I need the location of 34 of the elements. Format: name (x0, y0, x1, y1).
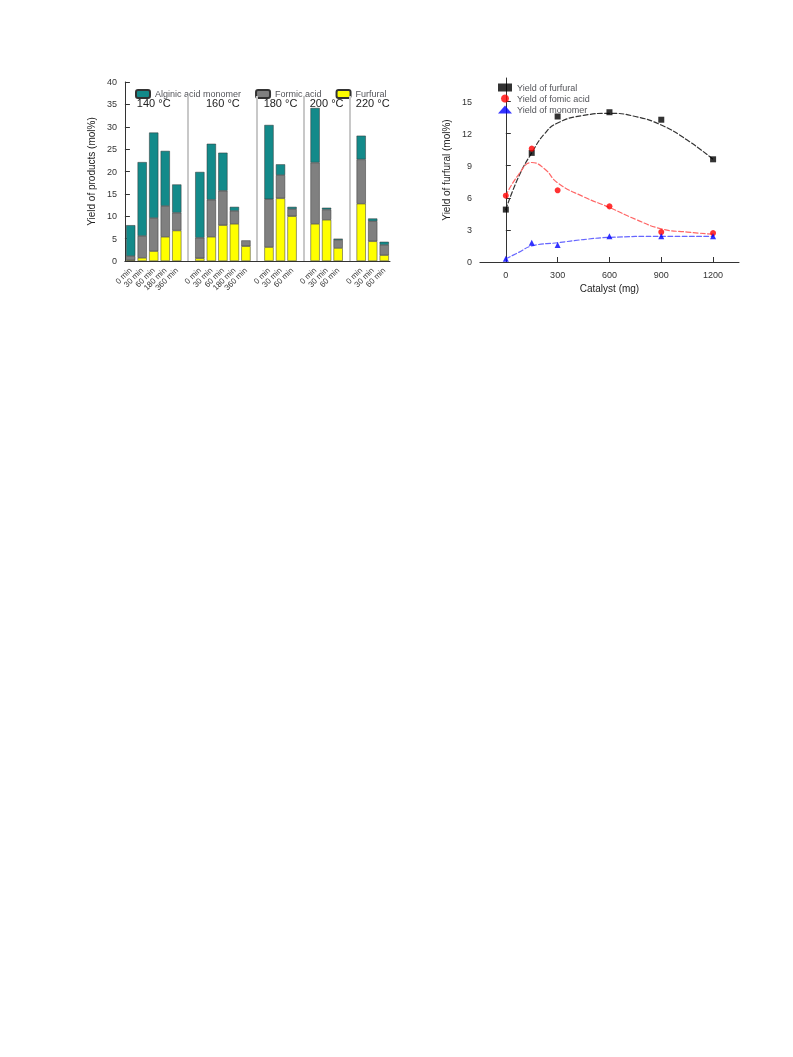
legend-label: Formic acid (275, 89, 322, 99)
annotation: 160 °C (206, 97, 240, 110)
annotation: 180 °C (263, 97, 298, 110)
x-axis-title: Catalyst (mg) (579, 283, 640, 295)
x-tick-label: 1200 (703, 269, 724, 280)
y-tick-label: 10 (106, 211, 117, 222)
y-tick-label: 15 (106, 188, 117, 199)
y-tick-label: 12 (461, 128, 472, 139)
y-axis-title: Yield of products (mol%) (85, 117, 97, 226)
y-tick-label: 30 (106, 121, 117, 132)
y-tick-label: 3 (466, 224, 472, 235)
y-tick-label: 5 (111, 233, 117, 244)
legend-label: Yield of fomic acid (517, 93, 590, 104)
y-tick-label: 20 (106, 166, 117, 177)
y-tick-label: 35 (106, 99, 117, 110)
annotation: 220 °C (355, 97, 390, 110)
y-tick-label: 40 (106, 77, 117, 87)
y-tick-label: 6 (466, 192, 472, 203)
y-axis-title: Yield of furfural (mol%) (440, 119, 452, 221)
y-tick-label: 9 (466, 160, 472, 171)
x-tick-label: 0 (503, 269, 509, 280)
annotation: 140 °C (136, 97, 171, 110)
annotation: 200 °C (309, 97, 344, 110)
legend-label: Alginic acid monomer (155, 89, 242, 99)
y-tick-label: 15 (461, 96, 472, 107)
y-tick-label: 25 (106, 144, 117, 155)
y-tick-label: 0 (466, 257, 472, 267)
x-tick-label: 300 (550, 269, 566, 280)
legend-label: Yield of furfural (517, 82, 578, 93)
y-tick-label: 0 (111, 256, 117, 266)
legend-label: Yield of monomer (517, 104, 588, 115)
legend-label: Furfural (355, 89, 387, 99)
x-tick-label: 600 (601, 269, 617, 280)
x-tick-label: 900 (653, 269, 669, 280)
